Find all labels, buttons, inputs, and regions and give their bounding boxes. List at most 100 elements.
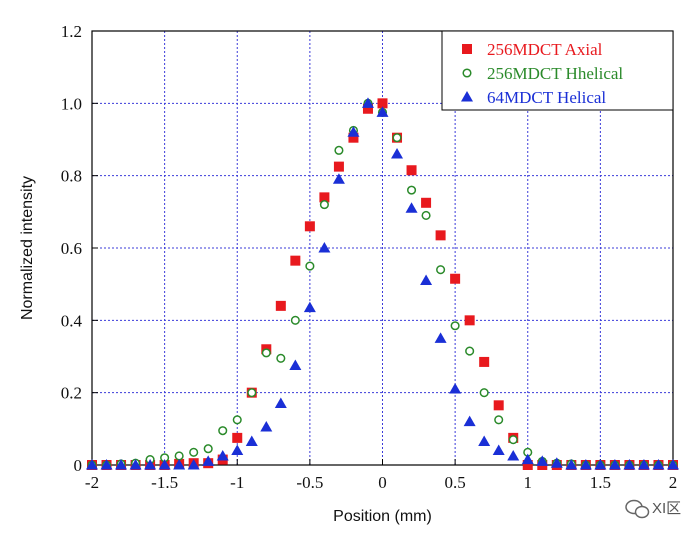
- data-point: [478, 435, 491, 446]
- data-point: [305, 261, 315, 271]
- legend-label: 64MDCT Helical: [487, 88, 606, 107]
- data-point: [245, 435, 258, 446]
- data-point: [275, 300, 286, 311]
- data-point: [421, 197, 432, 208]
- data-point: [594, 459, 607, 470]
- data-point: [174, 451, 184, 461]
- legend: 256MDCT Axial 256MDCT Hhelical 64MDCT Heli…: [441, 30, 674, 111]
- data-point: [232, 415, 242, 425]
- data-point: [362, 103, 373, 114]
- y-tick-label: 0.4: [61, 311, 83, 330]
- data-point: [637, 459, 650, 470]
- series-3: [86, 97, 679, 470]
- data-point: [189, 447, 199, 457]
- data-point: [318, 242, 331, 253]
- y-tick-label: 1.0: [61, 94, 82, 113]
- x-tick-label: 0.5: [445, 473, 466, 492]
- data-point: [289, 359, 302, 371]
- data-point: [347, 126, 360, 137]
- data-point: [434, 332, 447, 343]
- data-point: [479, 356, 490, 367]
- data-point: [450, 321, 460, 331]
- data-point: [276, 353, 286, 363]
- data-point: [361, 97, 374, 108]
- legend-box: [441, 30, 674, 111]
- data-point: [507, 449, 520, 461]
- data-point: [464, 315, 475, 326]
- data-point: [303, 301, 316, 313]
- data-point: [623, 459, 636, 470]
- x-tick-label: 1.5: [590, 473, 611, 492]
- data-point: [260, 421, 273, 432]
- data-point: [247, 388, 257, 398]
- x-tick-label: 2: [669, 473, 678, 492]
- data-point: [115, 459, 128, 470]
- data-point: [494, 415, 504, 425]
- y-tick-label: 0.2: [61, 384, 82, 403]
- axis-ticks: -2 -1.5 -1 -0.5 0 0.5 1 1.5 2 0 0.2 0.4 0.6 0.8 1.0 1.2: [61, 22, 678, 492]
- data-point: [449, 383, 462, 394]
- x-tick-label: -1: [230, 473, 244, 492]
- watermark: XI区: [625, 499, 681, 519]
- data-point: [536, 455, 549, 466]
- y-tick-label: 0: [74, 456, 83, 475]
- data-marks: [86, 97, 679, 470]
- data-point: [216, 449, 229, 461]
- data-point: [319, 192, 330, 203]
- data-point: [479, 388, 489, 398]
- data-point: [493, 400, 504, 411]
- legend-marker: [461, 91, 473, 102]
- data-point: [463, 415, 476, 427]
- data-point: [231, 444, 244, 456]
- data-point: [522, 460, 533, 470]
- data-point: [332, 173, 345, 184]
- data-point: [100, 459, 113, 470]
- data-point: [550, 457, 563, 468]
- data-point: [492, 444, 505, 456]
- x-tick-label: 0: [378, 473, 387, 492]
- y-axis-title: Normalized intensity: [19, 176, 36, 320]
- data-point: [144, 459, 157, 470]
- data-point: [436, 265, 446, 275]
- data-point: [290, 255, 301, 266]
- legend-label: 256MDCT Hhelical: [487, 64, 623, 83]
- data-point: [407, 185, 417, 195]
- data-point: [667, 459, 679, 470]
- legend-marker: [462, 68, 472, 78]
- data-point: [608, 459, 621, 470]
- data-point: [348, 132, 359, 143]
- data-point: [334, 145, 344, 155]
- data-point: [376, 106, 389, 117]
- data-point: [377, 98, 388, 109]
- data-point: [202, 455, 215, 466]
- data-point: [319, 200, 329, 210]
- data-point: [304, 221, 315, 232]
- data-point: [218, 426, 228, 436]
- x-tick-label: 1: [524, 473, 533, 492]
- x-tick-label: -0.5: [296, 473, 323, 492]
- data-point: [158, 459, 171, 470]
- data-point: [579, 459, 592, 470]
- data-point: [333, 161, 344, 172]
- y-tick-label: 0.6: [61, 239, 82, 258]
- x-tick-label: -2: [85, 473, 99, 492]
- data-point: [652, 459, 665, 470]
- wechat-icon: [625, 499, 650, 519]
- data-point: [406, 165, 417, 176]
- data-point: [450, 273, 461, 284]
- y-tick-label: 0.8: [61, 167, 82, 186]
- data-point: [420, 274, 433, 286]
- data-point: [129, 459, 142, 470]
- data-point: [173, 459, 186, 470]
- data-point: [405, 202, 418, 213]
- data-point: [86, 459, 98, 470]
- watermark-text: XI区: [652, 500, 681, 517]
- data-point: [232, 432, 243, 443]
- data-point: [187, 459, 200, 470]
- legend-marker: [462, 44, 472, 54]
- data-point: [508, 435, 518, 445]
- data-point: [421, 210, 431, 220]
- data-point: [565, 459, 578, 470]
- data-point: [391, 147, 404, 159]
